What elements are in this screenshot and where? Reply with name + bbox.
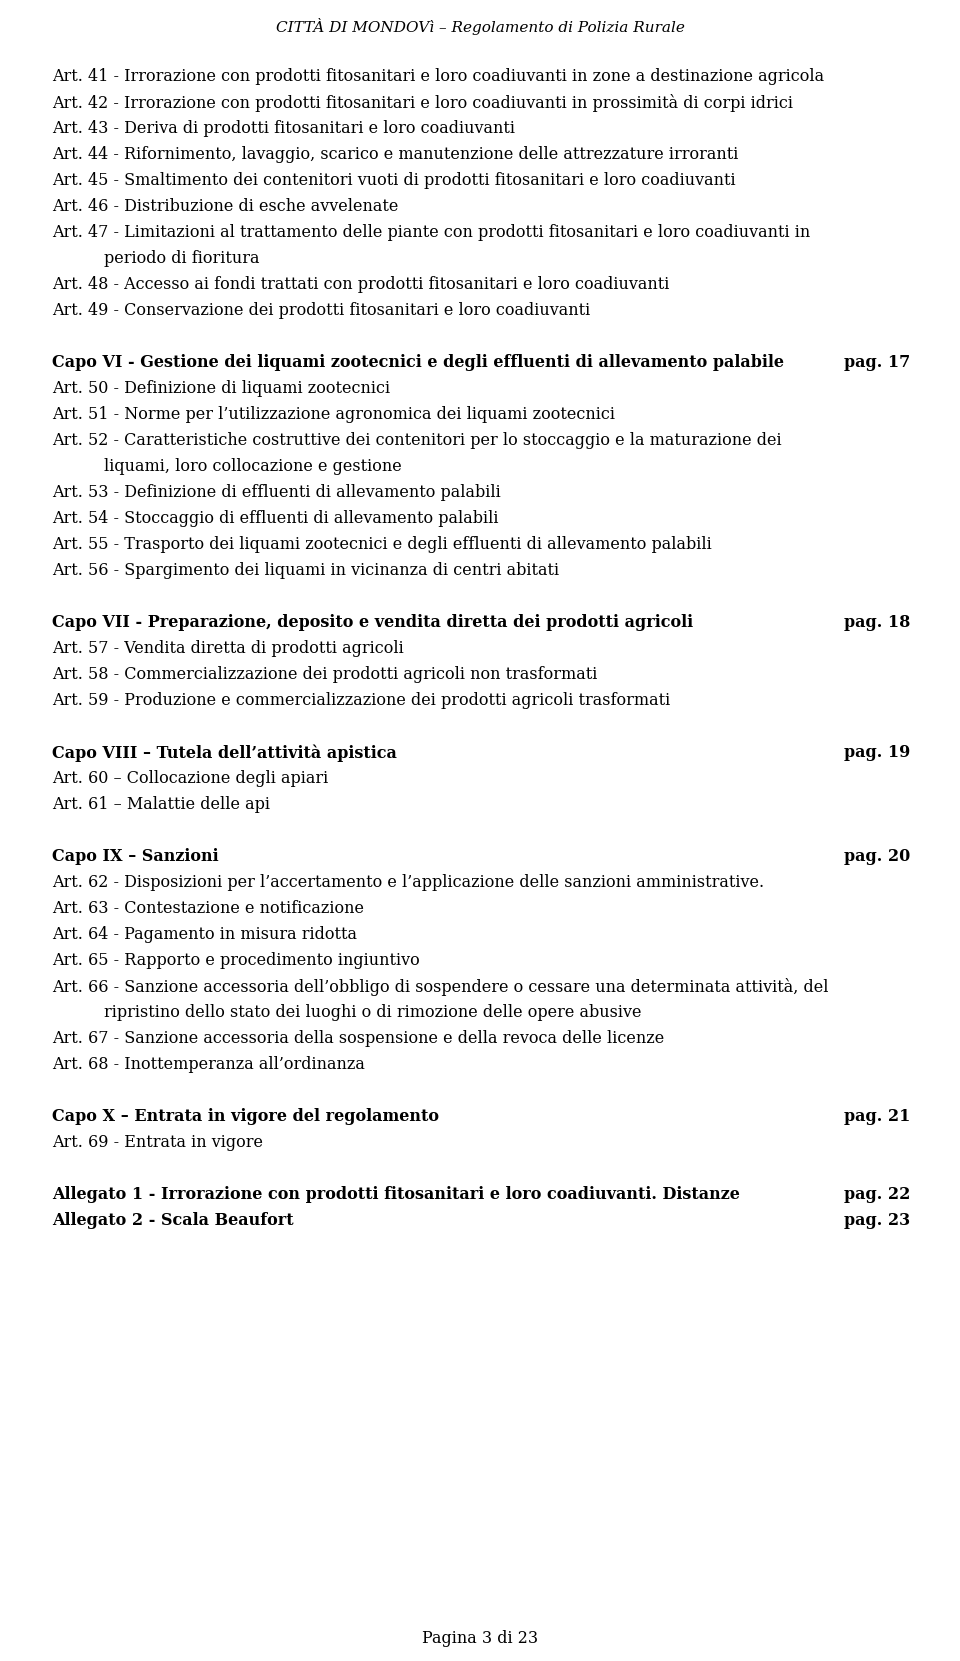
Text: Art. 55 - Trasporto dei liquami zootecnici e degli effluenti di allevamento pala: Art. 55 - Trasporto dei liquami zootecni… <box>52 537 711 553</box>
Text: pag. 23: pag. 23 <box>844 1213 910 1229</box>
Text: Art. 45 - Smaltimento dei contenitori vuoti di prodotti fitosanitari e loro coad: Art. 45 - Smaltimento dei contenitori vu… <box>52 173 735 189</box>
Text: CITTÀ DI MONDOVì – Regolamento di Polizia Rurale: CITTÀ DI MONDOVì – Regolamento di Polizi… <box>276 18 684 35</box>
Text: pag. 21: pag. 21 <box>844 1108 910 1124</box>
Text: Allegato 1 - Irrorazione con prodotti fitosanitari e loro coadiuvanti. Distanze: Allegato 1 - Irrorazione con prodotti fi… <box>52 1186 740 1203</box>
Text: Pagina 3 di 23: Pagina 3 di 23 <box>422 1629 538 1648</box>
Text: pag. 22: pag. 22 <box>844 1186 910 1203</box>
Text: Art. 42 - Irrorazione con prodotti fitosanitari e loro coadiuvanti in prossimità: Art. 42 - Irrorazione con prodotti fitos… <box>52 95 793 111</box>
Text: Art. 54 - Stoccaggio di effluenti di allevamento palabili: Art. 54 - Stoccaggio di effluenti di all… <box>52 510 498 527</box>
Text: Capo VI - Gestione dei liquami zootecnici e degli effluenti di allevamento palab: Capo VI - Gestione dei liquami zootecnic… <box>52 354 784 370</box>
Text: pag. 17: pag. 17 <box>844 354 910 370</box>
Text: liquami, loro collocazione e gestione: liquami, loro collocazione e gestione <box>104 458 401 475</box>
Text: Art. 43 - Deriva di prodotti fitosanitari e loro coadiuvanti: Art. 43 - Deriva di prodotti fitosanitar… <box>52 120 515 136</box>
Text: Art. 48 - Accesso ai fondi trattati con prodotti fitosanitari e loro coadiuvanti: Art. 48 - Accesso ai fondi trattati con … <box>52 276 669 292</box>
Text: Capo VII - Preparazione, deposito e vendita diretta dei prodotti agricoli: Capo VII - Preparazione, deposito e vend… <box>52 615 693 631</box>
Text: Allegato 2 - Scala Beaufort: Allegato 2 - Scala Beaufort <box>52 1213 294 1229</box>
Text: Art. 41 - Irrorazione con prodotti fitosanitari e loro coadiuvanti in zone a des: Art. 41 - Irrorazione con prodotti fitos… <box>52 68 824 85</box>
Text: Capo X – Entrata in vigore del regolamento: Capo X – Entrata in vigore del regolamen… <box>52 1108 439 1124</box>
Text: Art. 59 - Produzione e commercializzazione dei prodotti agricoli trasformati: Art. 59 - Produzione e commercializzazio… <box>52 693 670 709</box>
Text: Art. 51 - Norme per l’utilizzazione agronomica dei liquami zootecnici: Art. 51 - Norme per l’utilizzazione agro… <box>52 405 615 424</box>
Text: pag. 18: pag. 18 <box>844 615 910 631</box>
Text: Art. 69 - Entrata in vigore: Art. 69 - Entrata in vigore <box>52 1134 263 1151</box>
Text: pag. 20: pag. 20 <box>844 849 910 865</box>
Text: Art. 66 - Sanzione accessoria dell’obbligo di sospendere o cessare una determina: Art. 66 - Sanzione accessoria dell’obbli… <box>52 978 828 997</box>
Text: Art. 52 - Caratteristiche costruttive dei contenitori per lo stoccaggio e la mat: Art. 52 - Caratteristiche costruttive de… <box>52 432 781 448</box>
Text: Art. 63 - Contestazione e notificazione: Art. 63 - Contestazione e notificazione <box>52 900 364 917</box>
Text: Capo VIII – Tutela dell’attività apistica: Capo VIII – Tutela dell’attività apistic… <box>52 744 396 761</box>
Text: Art. 61 – Malattie delle api: Art. 61 – Malattie delle api <box>52 796 270 812</box>
Text: Art. 64 - Pagamento in misura ridotta: Art. 64 - Pagamento in misura ridotta <box>52 925 357 943</box>
Text: Art. 53 - Definizione di effluenti di allevamento palabili: Art. 53 - Definizione di effluenti di al… <box>52 483 501 502</box>
Text: Art. 46 - Distribuzione di esche avvelenate: Art. 46 - Distribuzione di esche avvelen… <box>52 198 398 214</box>
Text: Art. 65 - Rapporto e procedimento ingiuntivo: Art. 65 - Rapporto e procedimento ingiun… <box>52 952 420 968</box>
Text: Art. 50 - Definizione di liquami zootecnici: Art. 50 - Definizione di liquami zootecn… <box>52 380 390 397</box>
Text: Art. 56 - Spargimento dei liquami in vicinanza di centri abitati: Art. 56 - Spargimento dei liquami in vic… <box>52 561 559 580</box>
Text: Art. 67 - Sanzione accessoria della sospensione e della revoca delle licenze: Art. 67 - Sanzione accessoria della sosp… <box>52 1030 664 1046</box>
Text: Capo IX – Sanzioni: Capo IX – Sanzioni <box>52 849 219 865</box>
Text: Art. 68 - Inottemperanza all’ordinanza: Art. 68 - Inottemperanza all’ordinanza <box>52 1056 365 1073</box>
Text: ripristino dello stato dei luoghi o di rimozione delle opere abusive: ripristino dello stato dei luoghi o di r… <box>104 1003 641 1022</box>
Text: Art. 58 - Commercializzazione dei prodotti agricoli non trasformati: Art. 58 - Commercializzazione dei prodot… <box>52 666 597 683</box>
Text: Art. 57 - Vendita diretta di prodotti agricoli: Art. 57 - Vendita diretta di prodotti ag… <box>52 639 404 658</box>
Text: Art. 60 – Collocazione degli apiari: Art. 60 – Collocazione degli apiari <box>52 771 328 787</box>
Text: periodo di fioritura: periodo di fioritura <box>104 251 259 267</box>
Text: Art. 49 - Conservazione dei prodotti fitosanitari e loro coadiuvanti: Art. 49 - Conservazione dei prodotti fit… <box>52 302 590 319</box>
Text: Art. 44 - Rifornimento, lavaggio, scarico e manutenzione delle attrezzature irro: Art. 44 - Rifornimento, lavaggio, scaric… <box>52 146 738 163</box>
Text: Art. 62 - Disposizioni per l’accertamento e l’applicazione delle sanzioni ammini: Art. 62 - Disposizioni per l’accertament… <box>52 874 764 890</box>
Text: pag. 19: pag. 19 <box>844 744 910 761</box>
Text: Art. 47 - Limitazioni al trattamento delle piante con prodotti fitosanitari e lo: Art. 47 - Limitazioni al trattamento del… <box>52 224 810 241</box>
